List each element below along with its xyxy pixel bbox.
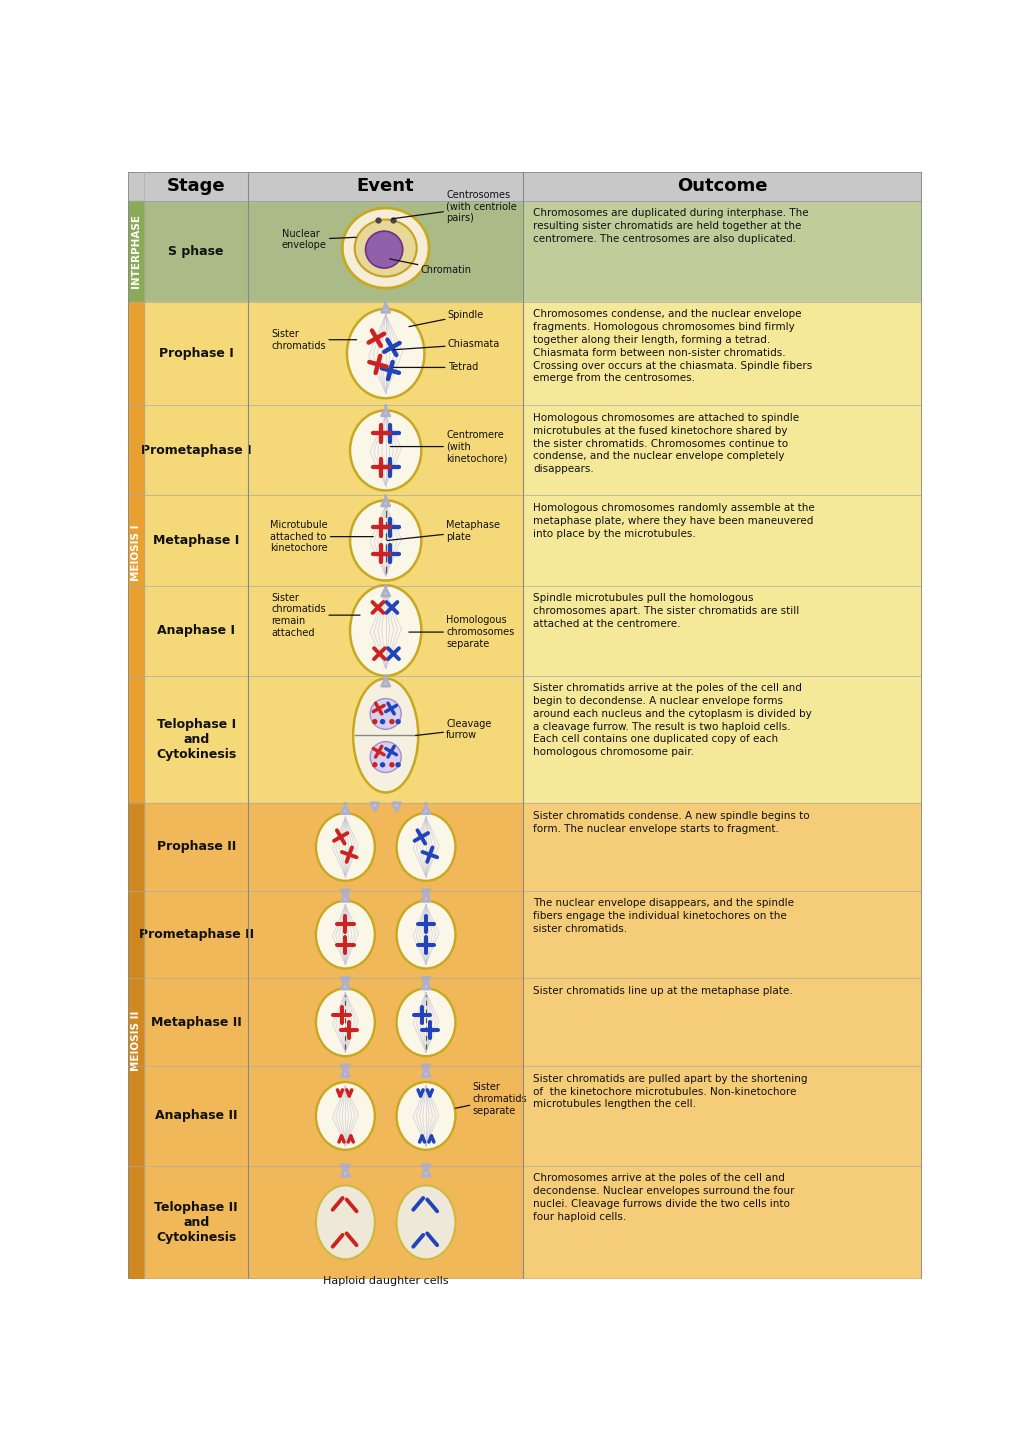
Ellipse shape <box>396 901 456 969</box>
Circle shape <box>372 718 378 724</box>
Ellipse shape <box>396 813 456 881</box>
Polygon shape <box>144 803 523 891</box>
Polygon shape <box>523 675 922 803</box>
Polygon shape <box>128 201 144 302</box>
Text: Prophase II: Prophase II <box>157 841 236 854</box>
Text: Stage: Stage <box>167 178 225 195</box>
Text: Chromosomes are duplicated during interphase. The
resulting sister chromatids ar: Chromosomes are duplicated during interp… <box>534 208 809 244</box>
Text: Homologous chromosomes are attached to spindle
microtubules at the fused kinetoc: Homologous chromosomes are attached to s… <box>534 412 800 474</box>
Polygon shape <box>523 979 922 1066</box>
Text: Anaphase I: Anaphase I <box>158 624 236 637</box>
Text: MEIOSIS I: MEIOSIS I <box>131 525 141 581</box>
Text: Chromatin: Chromatin <box>389 259 472 276</box>
Ellipse shape <box>396 1082 456 1150</box>
Text: MEIOSIS II: MEIOSIS II <box>131 1010 141 1071</box>
Polygon shape <box>128 172 922 201</box>
Polygon shape <box>523 302 922 405</box>
Polygon shape <box>523 496 922 585</box>
Ellipse shape <box>316 1082 375 1150</box>
Text: Prometaphase I: Prometaphase I <box>141 444 252 457</box>
Text: Chromosomes arrive at the poles of the cell and
decondense. Nuclear envelopes su: Chromosomes arrive at the poles of the c… <box>534 1174 795 1221</box>
Text: Sister chromatids line up at the metaphase plate.: Sister chromatids line up at the metapha… <box>534 986 793 996</box>
Polygon shape <box>144 675 523 803</box>
Text: Haploid daughter cells: Haploid daughter cells <box>323 1276 449 1286</box>
Polygon shape <box>144 585 523 675</box>
Circle shape <box>371 741 401 773</box>
Text: INTERPHASE: INTERPHASE <box>131 214 141 289</box>
Text: Prometaphase II: Prometaphase II <box>138 928 254 941</box>
Circle shape <box>389 762 394 767</box>
Polygon shape <box>144 302 523 405</box>
Text: Sister chromatids are pulled apart by the shortening
of  the kinetochore microtu: Sister chromatids are pulled apart by th… <box>534 1073 808 1109</box>
Ellipse shape <box>350 585 421 675</box>
Polygon shape <box>523 891 922 979</box>
Text: Homologous chromosomes randomly assemble at the
metaphase plate, where they have: Homologous chromosomes randomly assemble… <box>534 503 815 539</box>
Text: Telophase II
and
Cytokinesis: Telophase II and Cytokinesis <box>155 1201 238 1244</box>
Text: Spindle: Spindle <box>409 310 484 326</box>
Text: Metaphase
plate: Metaphase plate <box>387 520 500 542</box>
Ellipse shape <box>354 220 417 276</box>
Ellipse shape <box>350 411 421 490</box>
Polygon shape <box>523 1165 922 1279</box>
Ellipse shape <box>347 309 424 398</box>
Text: Chromosomes condense, and the nuclear envelope
fragments. Homologous chromosomes: Chromosomes condense, and the nuclear en… <box>534 309 813 384</box>
Text: Event: Event <box>357 178 415 195</box>
Text: Tetrad: Tetrad <box>393 362 478 372</box>
Text: Anaphase II: Anaphase II <box>155 1109 238 1122</box>
Circle shape <box>395 718 400 724</box>
Ellipse shape <box>353 678 418 792</box>
Polygon shape <box>144 201 523 302</box>
Text: Sister
chromatids: Sister chromatids <box>271 329 356 351</box>
Polygon shape <box>128 302 144 803</box>
Text: Centromere
(with
kinetochore): Centromere (with kinetochore) <box>390 430 508 463</box>
Ellipse shape <box>316 1186 375 1259</box>
Text: Sister
chromatids
remain
attached: Sister chromatids remain attached <box>271 592 360 638</box>
Text: Metaphase II: Metaphase II <box>151 1016 242 1029</box>
Circle shape <box>380 718 385 724</box>
Polygon shape <box>144 979 523 1066</box>
Text: Centrosomes
(with centriole
pairs): Centrosomes (with centriole pairs) <box>392 190 517 223</box>
Text: Sister chromatids condense. A new spindle begins to
form. The nuclear envelope s: Sister chromatids condense. A new spindl… <box>534 810 810 833</box>
Polygon shape <box>523 201 922 302</box>
Ellipse shape <box>396 989 456 1056</box>
Circle shape <box>366 231 402 269</box>
Polygon shape <box>144 891 523 979</box>
Polygon shape <box>523 405 922 496</box>
Ellipse shape <box>316 813 375 881</box>
Text: Spindle microtubules pull the homologous
chromosomes apart. The sister chromatid: Spindle microtubules pull the homologous… <box>534 593 800 629</box>
Ellipse shape <box>396 1186 456 1259</box>
Ellipse shape <box>316 901 375 969</box>
Circle shape <box>395 762 400 767</box>
Ellipse shape <box>342 208 429 287</box>
Text: Telophase I
and
Cytokinesis: Telophase I and Cytokinesis <box>156 718 237 760</box>
Ellipse shape <box>350 500 421 581</box>
Text: The nuclear envelope disappears, and the spindle
fibers engage the individual ki: The nuclear envelope disappears, and the… <box>534 898 795 934</box>
Circle shape <box>389 718 394 724</box>
Polygon shape <box>128 803 144 1279</box>
Text: Outcome: Outcome <box>677 178 768 195</box>
Circle shape <box>372 762 378 767</box>
Text: Sister
chromatids
separate: Sister chromatids separate <box>456 1082 527 1115</box>
Polygon shape <box>523 1066 922 1165</box>
Circle shape <box>371 698 401 730</box>
Text: Nuclear
envelope: Nuclear envelope <box>282 228 356 250</box>
Polygon shape <box>523 585 922 675</box>
Text: Homologous
chromosomes
separate: Homologous chromosomes separate <box>409 615 514 648</box>
Polygon shape <box>144 405 523 496</box>
Text: Cleavage
furrow: Cleavage furrow <box>416 718 492 740</box>
Text: S phase: S phase <box>169 244 224 257</box>
Polygon shape <box>144 1165 523 1279</box>
Polygon shape <box>144 1066 523 1165</box>
Text: Metaphase I: Metaphase I <box>153 535 240 547</box>
Polygon shape <box>144 496 523 585</box>
Text: Microtubule
attached to
kinetochore: Microtubule attached to kinetochore <box>270 520 374 553</box>
Text: Prophase I: Prophase I <box>159 348 233 361</box>
Polygon shape <box>523 803 922 891</box>
Ellipse shape <box>316 989 375 1056</box>
Circle shape <box>380 762 385 767</box>
Text: Chiasmata: Chiasmata <box>393 339 500 349</box>
Text: Sister chromatids arrive at the poles of the cell and
begin to decondense. A nuc: Sister chromatids arrive at the poles of… <box>534 683 812 757</box>
